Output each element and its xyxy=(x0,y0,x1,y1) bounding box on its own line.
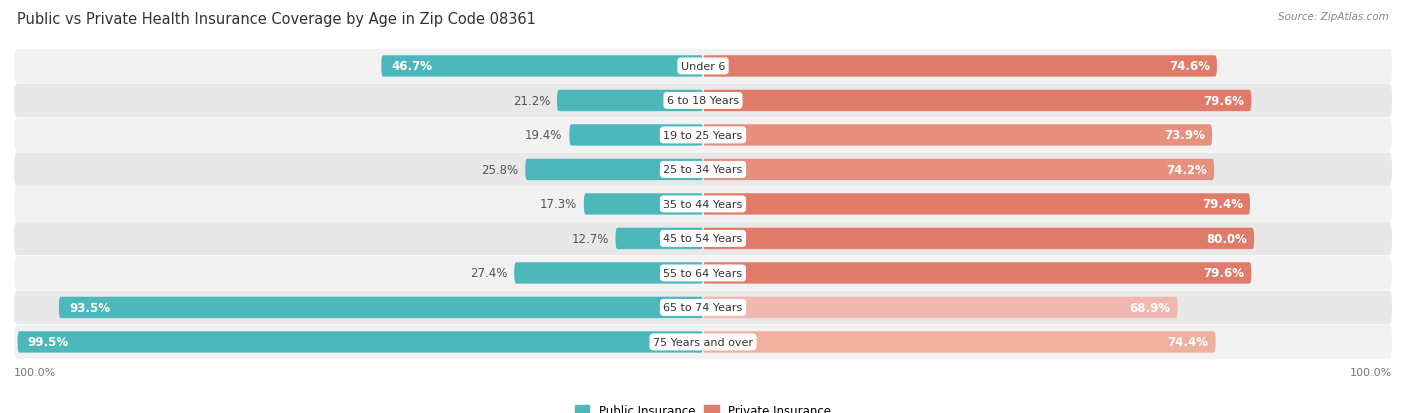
FancyBboxPatch shape xyxy=(703,297,1178,318)
Text: 55 to 64 Years: 55 to 64 Years xyxy=(664,268,742,278)
Text: 80.0%: 80.0% xyxy=(1206,233,1247,245)
Text: 65 to 74 Years: 65 to 74 Years xyxy=(664,303,742,313)
FancyBboxPatch shape xyxy=(14,84,1392,118)
FancyBboxPatch shape xyxy=(703,125,1212,146)
Text: 73.9%: 73.9% xyxy=(1164,129,1205,142)
FancyBboxPatch shape xyxy=(14,188,1392,221)
Text: 99.5%: 99.5% xyxy=(28,336,69,349)
FancyBboxPatch shape xyxy=(14,222,1392,256)
Text: 25.8%: 25.8% xyxy=(481,164,519,176)
Text: 74.4%: 74.4% xyxy=(1167,336,1209,349)
FancyBboxPatch shape xyxy=(14,119,1392,152)
FancyBboxPatch shape xyxy=(14,291,1392,325)
FancyBboxPatch shape xyxy=(526,159,703,181)
FancyBboxPatch shape xyxy=(616,228,703,249)
Text: 68.9%: 68.9% xyxy=(1129,301,1171,314)
FancyBboxPatch shape xyxy=(703,159,1215,181)
FancyBboxPatch shape xyxy=(703,263,1251,284)
FancyBboxPatch shape xyxy=(14,325,1392,359)
Text: 17.3%: 17.3% xyxy=(540,198,576,211)
FancyBboxPatch shape xyxy=(703,56,1218,78)
Text: 75 Years and over: 75 Years and over xyxy=(652,337,754,347)
Text: Under 6: Under 6 xyxy=(681,62,725,72)
FancyBboxPatch shape xyxy=(703,228,1254,249)
Text: 79.6%: 79.6% xyxy=(1204,267,1244,280)
Text: 25 to 34 Years: 25 to 34 Years xyxy=(664,165,742,175)
FancyBboxPatch shape xyxy=(381,56,703,78)
Text: 74.6%: 74.6% xyxy=(1168,60,1211,73)
FancyBboxPatch shape xyxy=(703,194,1250,215)
Text: 6 to 18 Years: 6 to 18 Years xyxy=(666,96,740,106)
Text: Source: ZipAtlas.com: Source: ZipAtlas.com xyxy=(1278,12,1389,22)
Text: 45 to 54 Years: 45 to 54 Years xyxy=(664,234,742,244)
Text: 19.4%: 19.4% xyxy=(524,129,562,142)
FancyBboxPatch shape xyxy=(583,194,703,215)
Text: 35 to 44 Years: 35 to 44 Years xyxy=(664,199,742,209)
FancyBboxPatch shape xyxy=(569,125,703,146)
FancyBboxPatch shape xyxy=(515,263,703,284)
Text: 21.2%: 21.2% xyxy=(513,95,550,108)
Text: 12.7%: 12.7% xyxy=(571,233,609,245)
Legend: Public Insurance, Private Insurance: Public Insurance, Private Insurance xyxy=(571,399,835,413)
FancyBboxPatch shape xyxy=(557,90,703,112)
FancyBboxPatch shape xyxy=(703,90,1251,112)
FancyBboxPatch shape xyxy=(59,297,703,318)
Text: 79.6%: 79.6% xyxy=(1204,95,1244,108)
FancyBboxPatch shape xyxy=(703,331,1216,353)
Text: 79.4%: 79.4% xyxy=(1202,198,1243,211)
Text: 74.2%: 74.2% xyxy=(1167,164,1208,176)
FancyBboxPatch shape xyxy=(14,50,1392,84)
FancyBboxPatch shape xyxy=(14,153,1392,187)
FancyBboxPatch shape xyxy=(14,256,1392,290)
Text: 93.5%: 93.5% xyxy=(69,301,110,314)
Text: 27.4%: 27.4% xyxy=(470,267,508,280)
Text: 100.0%: 100.0% xyxy=(1350,367,1392,377)
FancyBboxPatch shape xyxy=(17,331,703,353)
Text: 46.7%: 46.7% xyxy=(392,60,433,73)
Text: Public vs Private Health Insurance Coverage by Age in Zip Code 08361: Public vs Private Health Insurance Cover… xyxy=(17,12,536,27)
Text: 100.0%: 100.0% xyxy=(14,367,56,377)
Text: 19 to 25 Years: 19 to 25 Years xyxy=(664,131,742,140)
